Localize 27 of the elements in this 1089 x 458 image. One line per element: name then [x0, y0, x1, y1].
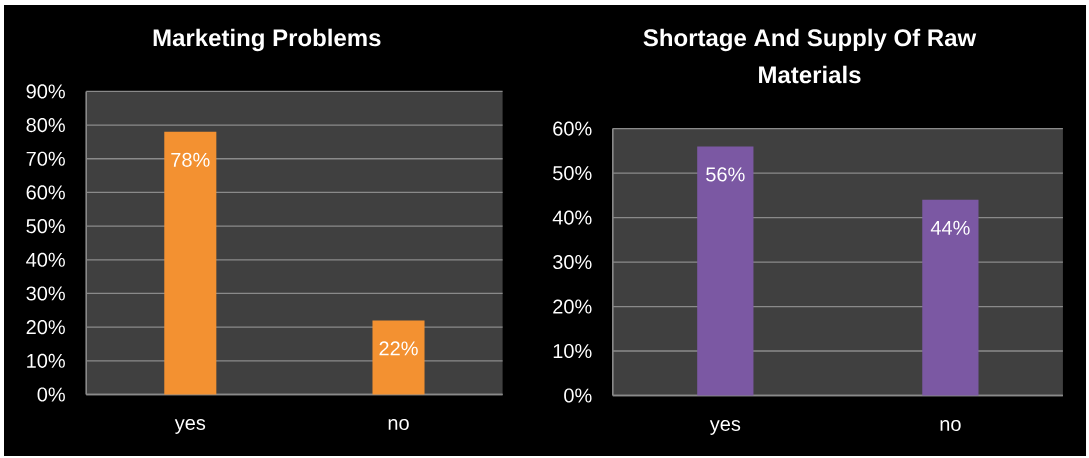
- x-tick-label: no: [940, 420, 961, 431]
- y-tick-label: 10%: [27, 353, 65, 368]
- y-tick-label: 90%: [26, 84, 65, 99]
- data-label: 78%: [171, 152, 210, 167]
- y-tick-label: 40%: [552, 210, 592, 225]
- x-tick-label: no: [388, 419, 409, 430]
- y-tick-label: 20%: [26, 320, 65, 335]
- y-tick-label: 0%: [564, 388, 592, 403]
- y-tick-label: 60%: [553, 121, 592, 136]
- chart-title: Marketing Problems: [153, 28, 381, 52]
- y-tick-label: 30%: [26, 286, 65, 301]
- x-tick-label: yes: [174, 419, 206, 434]
- data-label: 44%: [930, 220, 970, 235]
- y-tick-label: 50%: [553, 166, 592, 181]
- data-label: 56%: [706, 167, 745, 182]
- y-tick-label: 20%: [553, 299, 592, 314]
- y-tick-label: 0%: [37, 387, 65, 402]
- y-tick-label: 30%: [553, 254, 592, 270]
- y-tick-label: 50%: [26, 219, 65, 234]
- y-tick-label: 40%: [26, 252, 65, 267]
- y-tick-label: 80%: [26, 118, 65, 133]
- chart-title: Shortage And Supply Of Raw Materials: [643, 28, 977, 84]
- x-tick-label: yes: [709, 420, 741, 435]
- y-tick-label: 70%: [26, 151, 65, 166]
- data-label: 22%: [379, 341, 418, 356]
- y-tick-label: 10%: [553, 343, 592, 359]
- y-tick-label: 60%: [26, 185, 65, 200]
